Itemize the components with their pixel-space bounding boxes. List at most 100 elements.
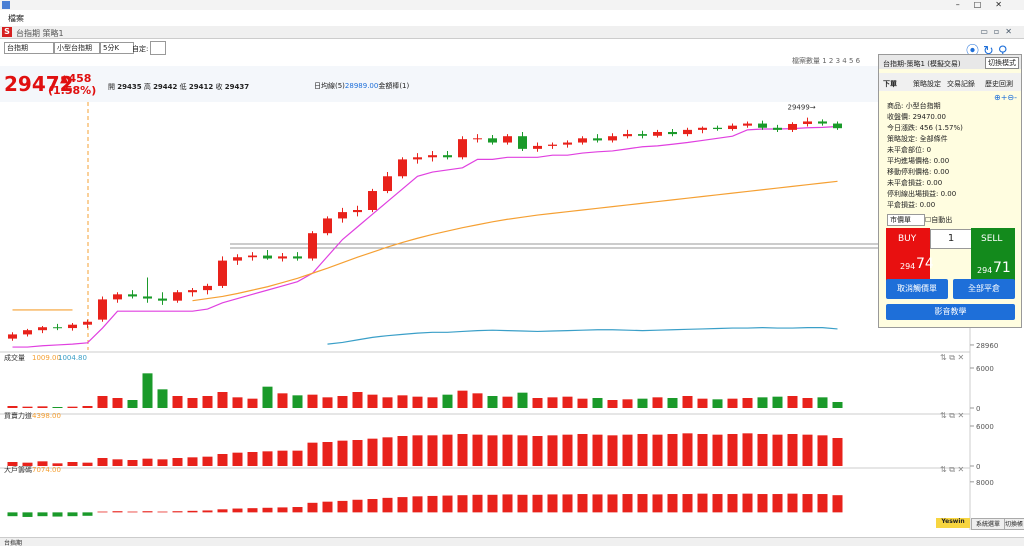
bar xyxy=(802,434,813,466)
menu-item[interactable]: 檔案 xyxy=(8,14,24,23)
panel-value: 1004.80 xyxy=(58,354,87,362)
candle-body xyxy=(728,125,737,130)
product-select[interactable]: 台指期 xyxy=(4,42,54,54)
bar xyxy=(652,494,663,513)
quantity-input[interactable]: 1 xyxy=(930,229,972,249)
bar xyxy=(682,433,693,466)
candle-body xyxy=(638,134,647,136)
order-type[interactable]: 市價單 xyxy=(887,214,925,226)
panel-value: 7074.00 xyxy=(32,466,61,474)
auto-exit-label: 自動出 xyxy=(931,216,953,224)
bar xyxy=(832,402,843,408)
bar xyxy=(712,399,723,408)
bar xyxy=(517,435,528,466)
bar xyxy=(532,398,543,408)
bar xyxy=(157,389,168,408)
bar xyxy=(412,396,423,408)
close-all-button[interactable]: 全部平倉 xyxy=(953,279,1015,299)
inner-title: S 台指期 策略1 ▭▫✕ xyxy=(0,26,1024,39)
candle-body xyxy=(353,210,362,213)
window-controls[interactable]: –□✕ xyxy=(955,0,1016,9)
bar xyxy=(397,497,408,513)
bar xyxy=(172,396,183,408)
candle-body xyxy=(128,294,137,297)
sell-button[interactable]: SELL xyxy=(971,228,1015,250)
layout-label[interactable]: 檔案數量 1 2 3 4 5 6 xyxy=(792,57,861,65)
contract-select[interactable]: 小型台指期 xyxy=(54,42,100,54)
taskbar-item[interactable]: 系統選單 xyxy=(971,518,1005,530)
buy-price-dec: 74 xyxy=(916,256,934,272)
bar xyxy=(742,493,753,513)
bar xyxy=(667,398,678,408)
logo: S xyxy=(2,27,12,37)
taskbar-item[interactable]: Yeswin xyxy=(936,518,970,528)
tab[interactable]: 策略設定 xyxy=(913,80,941,88)
bar xyxy=(547,435,558,466)
zoom-icons[interactable]: ⊕+⊖- xyxy=(994,93,1017,102)
bar xyxy=(247,452,258,466)
inner-controls[interactable]: ▭▫✕ xyxy=(980,27,1018,36)
sell-price-int: 294 xyxy=(977,266,993,275)
bar xyxy=(172,511,183,513)
bar xyxy=(97,458,108,466)
bar xyxy=(37,406,48,408)
panel-title: 成交量 xyxy=(4,353,25,362)
bar xyxy=(757,434,768,466)
taskbar-item[interactable]: 切換帳 xyxy=(1004,518,1024,530)
y-tick-label: 0 xyxy=(976,463,980,471)
bar xyxy=(187,398,198,408)
tab[interactable]: 交易記錄 xyxy=(947,80,975,88)
y-tick-label: 6000 xyxy=(976,365,994,373)
bar xyxy=(592,398,603,408)
bar xyxy=(232,452,243,466)
bar xyxy=(52,512,63,517)
mode-button[interactable]: 切換模式 xyxy=(985,57,1019,69)
candle-body xyxy=(428,155,437,158)
bar xyxy=(637,494,648,513)
auto-exit[interactable]: ☐自動出 xyxy=(925,216,953,224)
bar xyxy=(442,495,453,513)
ohlc-value: 29435 xyxy=(117,83,142,91)
tab[interactable]: 下單 xyxy=(883,80,897,88)
status-tab[interactable]: 台指期 xyxy=(4,540,23,547)
video-button[interactable]: 影音教學 xyxy=(886,304,1015,320)
info-line: 未平倉部位: 0 xyxy=(887,146,932,154)
bar xyxy=(727,494,738,513)
tab[interactable]: 歷史回測 xyxy=(985,80,1013,88)
bar xyxy=(262,451,273,466)
candle-body xyxy=(68,324,77,329)
candle-body xyxy=(593,138,602,141)
info-line: 策略設定: 全部條件 xyxy=(887,135,948,143)
bar xyxy=(142,373,153,408)
bar xyxy=(562,494,573,513)
candle-body xyxy=(713,127,722,130)
bar xyxy=(277,450,288,466)
bar xyxy=(652,397,663,408)
info-line: 平均進場價格: 0.00 xyxy=(887,157,950,165)
bar xyxy=(37,461,48,466)
custom-input[interactable] xyxy=(150,41,166,55)
panel-value: 4398.00 xyxy=(32,412,61,420)
bar xyxy=(472,393,483,408)
bar xyxy=(52,463,63,466)
bar xyxy=(577,398,588,408)
bar xyxy=(832,495,843,513)
bar xyxy=(727,398,738,408)
info-line: 平倉損益: 0.00 xyxy=(887,201,936,209)
bar xyxy=(277,507,288,513)
bar xyxy=(637,434,648,466)
bar xyxy=(592,434,603,466)
buy-button[interactable]: BUY 294 74 xyxy=(886,228,934,288)
bar xyxy=(637,398,648,408)
bar xyxy=(367,499,378,513)
bar xyxy=(487,494,498,513)
bar xyxy=(697,434,708,466)
cancel-button[interactable]: 取消觸價單 xyxy=(886,279,948,299)
bar xyxy=(757,397,768,408)
bar xyxy=(67,462,78,466)
bar xyxy=(442,394,453,408)
panel-icons: ⇅ ⧉ ✕ xyxy=(940,465,964,474)
candle-body xyxy=(308,233,317,259)
period-select[interactable]: 5分K xyxy=(100,42,134,54)
